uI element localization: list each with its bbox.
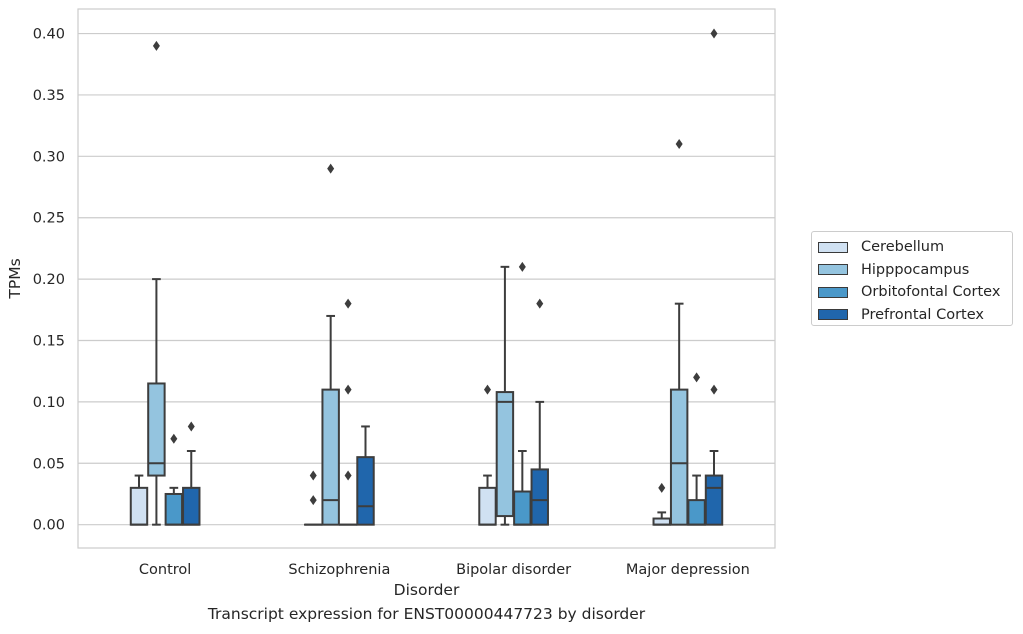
box-iqr	[356, 456, 375, 526]
legend-label: Hipppocampus	[861, 261, 970, 278]
box-orbitofontal-cortex	[164, 433, 184, 526]
box-iqr	[164, 492, 184, 526]
box-cerebellum	[652, 482, 671, 526]
box-prefrontal-cortex	[182, 421, 201, 526]
outlier-point	[710, 28, 718, 39]
box-iqr	[321, 388, 340, 526]
box-cerebellum	[304, 470, 323, 526]
marks-layer	[129, 28, 724, 526]
legend-item: Hipppocampus	[818, 259, 1012, 282]
legend-label: Prefrontal Cortex	[861, 306, 984, 323]
box-hipppocampus	[321, 163, 340, 526]
box-iqr	[182, 486, 201, 526]
legend-label: Cerebellum	[861, 239, 945, 256]
outlier-point	[187, 421, 195, 432]
ticks-layer: 0.00 0.05 0.10 0.15 0.20 0.25 0.30 0.35 0.40 Cont…	[33, 27, 750, 578]
outlier-point	[309, 470, 317, 481]
box-orbitofontal-cortex	[687, 372, 706, 526]
grid-layer	[78, 32, 775, 526]
outlier-point	[693, 372, 701, 383]
outlier-point	[170, 433, 178, 444]
y-tick-label: 0.15	[33, 334, 65, 350]
x-axis-label: Disorder	[394, 581, 460, 599]
legend-swatch	[818, 264, 848, 276]
y-tick-label: 0.25	[33, 211, 65, 227]
box-iqr	[129, 486, 149, 526]
legend-swatch	[818, 309, 848, 321]
legend-item: Prefrontal Cortex	[818, 304, 1012, 327]
x-tick-label: Major depression	[626, 562, 750, 578]
box-iqr	[530, 468, 549, 526]
x-tick-label: Bipolar disorder	[456, 562, 571, 578]
box-iqr	[687, 499, 706, 526]
outlier-point	[152, 40, 160, 51]
box-hipppocampus	[669, 139, 689, 526]
outlier-point	[344, 470, 352, 481]
plot-frame	[77, 8, 776, 549]
legend-swatch	[818, 241, 848, 253]
outlier-point	[675, 139, 683, 150]
y-tick-label: 0.20	[33, 272, 65, 288]
box-iqr	[478, 486, 497, 526]
outlier-point	[344, 298, 352, 309]
y-tick-label: 0.00	[33, 518, 65, 534]
y-tick-label: 0.10	[33, 395, 65, 411]
outlier-point	[710, 384, 718, 395]
outlier-point	[518, 261, 526, 272]
outlier-point	[483, 384, 491, 395]
box-iqr	[669, 388, 689, 526]
outlier-point	[658, 482, 666, 493]
box-orbitofontal-cortex	[513, 261, 532, 526]
figure-caption: Transcript expression for ENST0000044772…	[207, 605, 646, 623]
box-iqr	[147, 382, 166, 477]
legend-item: Orbitofontal Cortex	[818, 281, 1012, 304]
legend-swatch	[818, 286, 848, 298]
legend: Cerebellum Hipppocampus Orbitofontal Corte…	[811, 231, 1013, 326]
box-iqr	[495, 391, 515, 518]
box-hipppocampus	[147, 40, 166, 526]
box-iqr	[513, 490, 532, 526]
box-prefrontal-cortex	[356, 425, 375, 526]
x-tick-label: Control	[139, 562, 191, 578]
box-prefrontal-cortex	[704, 28, 724, 526]
legend-item: Cerebellum	[818, 236, 1012, 259]
y-axis-label: TPMs	[6, 258, 24, 299]
box-cerebellum	[129, 474, 149, 526]
outlier-point	[309, 495, 317, 506]
outlier-point	[344, 384, 352, 395]
y-tick-label: 0.30	[33, 149, 65, 165]
x-tick-label: Schizophrenia	[288, 562, 390, 578]
y-tick-label: 0.05	[33, 456, 65, 472]
outlier-point	[536, 298, 544, 309]
y-tick-label: 0.40	[33, 27, 65, 43]
box-iqr	[704, 474, 724, 526]
legend-label: Orbitofontal Cortex	[861, 284, 1001, 301]
box-prefrontal-cortex	[530, 298, 549, 526]
box-orbitofontal-cortex	[338, 298, 358, 526]
box-hipppocampus	[495, 265, 515, 526]
box-cerebellum	[478, 384, 497, 526]
y-tick-label: 0.35	[33, 88, 65, 104]
outlier-point	[327, 163, 335, 174]
